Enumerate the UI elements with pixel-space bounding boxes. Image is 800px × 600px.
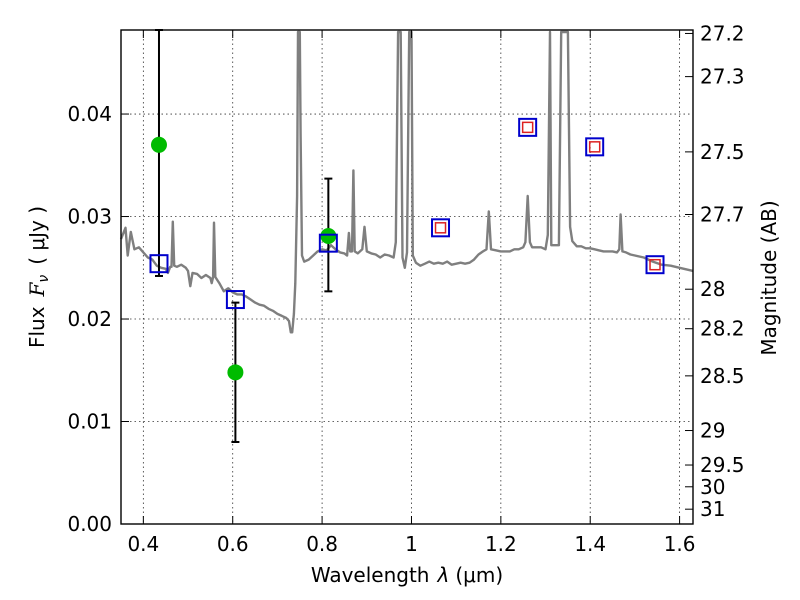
model-spectrum (119, 30, 694, 334)
y2-tick-label: 27.7 (700, 202, 745, 226)
y-tick-label: 0.00 (67, 512, 112, 536)
y-tick-label: 0.04 (67, 102, 112, 126)
x-tick-label: 0.6 (217, 532, 249, 556)
upper-limit-point (434, 222, 447, 234)
x-axis-label-unit: (μm) (455, 563, 503, 587)
y-tick-label: 0.01 (67, 410, 112, 434)
y2-tick-label: 29 (700, 419, 725, 443)
observed-point (320, 228, 337, 245)
observed-point (227, 364, 244, 381)
y2-tick-label: 27.5 (700, 140, 745, 164)
model-photometry-point (318, 233, 338, 253)
model-photometry-point (225, 290, 245, 310)
observed-point (150, 136, 167, 153)
y2-tick-label: 29.5 (700, 453, 745, 477)
upper-limit-point (588, 141, 601, 153)
y2-tick-label: 31 (700, 497, 725, 521)
x-axis: 0.4 0.6 0.8 1 1.2 1.4 1.6 (127, 30, 696, 556)
model-photometry-point (645, 255, 665, 275)
upper-limit-points (434, 121, 661, 271)
model-photometry-points (149, 117, 665, 310)
x-axis-label-main: Wavelength (311, 563, 430, 587)
observed-points (150, 136, 337, 381)
y2-axis-label: Magnitude (AB) (757, 200, 781, 355)
y-axis: 0.00 0.01 0.02 0.03 0.04 (67, 102, 129, 536)
upper-limit-point (649, 258, 661, 271)
y-axis-label-subscript: ν (36, 275, 52, 283)
x-tick-label: 0.4 (127, 532, 159, 556)
upper-limit-point (521, 121, 534, 134)
x-tick-label: 1.6 (664, 532, 696, 556)
y2-tick-label: 28.5 (700, 364, 745, 388)
y2-tick-label: 28.2 (700, 317, 745, 341)
x-tick-label: 1 (405, 532, 418, 556)
spectrum-line (119, 30, 694, 334)
y-axis-label-unit: ( μJy ) (25, 206, 49, 265)
y-tick-label: 0.03 (67, 205, 112, 229)
y2-tick-label: 30 (700, 475, 725, 499)
y-tick-label: 0.02 (67, 307, 112, 331)
y-axis-label-symbol: F (25, 281, 49, 297)
model-photometry-point (149, 254, 169, 274)
model-photometry-point (431, 218, 451, 238)
x-axis-label: Wavelength λ (μm) (311, 563, 503, 587)
y2-tick-label: 27.2 (700, 21, 745, 45)
model-photometry-point (518, 117, 538, 137)
y2-tick-label: 27.3 (700, 65, 745, 89)
plot-frame (120, 29, 694, 525)
x-tick-label: 1.4 (574, 532, 606, 556)
model-photometry-point (585, 137, 605, 157)
x-tick-label: 0.8 (306, 532, 338, 556)
y2-tick-label: 28 (700, 277, 725, 301)
x-axis-label-symbol: λ (437, 563, 450, 587)
y-axis-label: Flux Fν ( μJy ) (25, 206, 52, 348)
x-tick-label: 1.2 (485, 532, 517, 556)
y-axis-label-main: Flux (25, 306, 49, 348)
